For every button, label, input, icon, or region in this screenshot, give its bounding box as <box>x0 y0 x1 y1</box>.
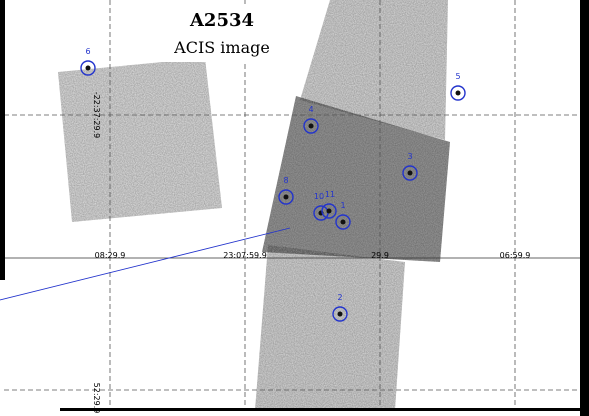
source-label: 2 <box>337 293 342 302</box>
point-source <box>284 195 289 200</box>
ra-label: 29.9 <box>371 251 389 260</box>
point-source <box>408 171 413 176</box>
frame <box>0 0 5 280</box>
title: A2534 <box>189 10 254 31</box>
source-label: 5 <box>455 72 460 81</box>
source-label: 11 <box>325 190 335 199</box>
source-label: 1 <box>340 201 345 210</box>
point-source <box>456 91 461 96</box>
frame <box>60 408 589 411</box>
point-source <box>86 66 91 71</box>
source-label: 10 <box>314 192 324 201</box>
noise <box>58 58 222 222</box>
dec-label: 52:29.9 <box>92 383 101 414</box>
ra-label: 06:59.9 <box>500 251 531 260</box>
source-label: 8 <box>283 176 288 185</box>
sky-image: A2534 ACIS image 1 2 3 4 5 6 8 1011 08:29.9 23:07… <box>0 0 589 416</box>
subtitle: ACIS image <box>173 38 270 57</box>
point-source <box>309 124 314 129</box>
point-source <box>338 312 343 317</box>
ra-label: 23:07:59.9 <box>223 251 267 260</box>
source-label: 3 <box>407 152 412 161</box>
noise <box>255 245 405 410</box>
ra-label: 08:29.9 <box>95 251 126 260</box>
source-label: 4 <box>308 105 313 114</box>
point-source <box>327 209 332 214</box>
frame <box>580 0 589 416</box>
source-label: 6 <box>85 47 90 56</box>
dec-label: -22:37:29.9 <box>92 92 101 138</box>
point-source <box>341 220 346 225</box>
